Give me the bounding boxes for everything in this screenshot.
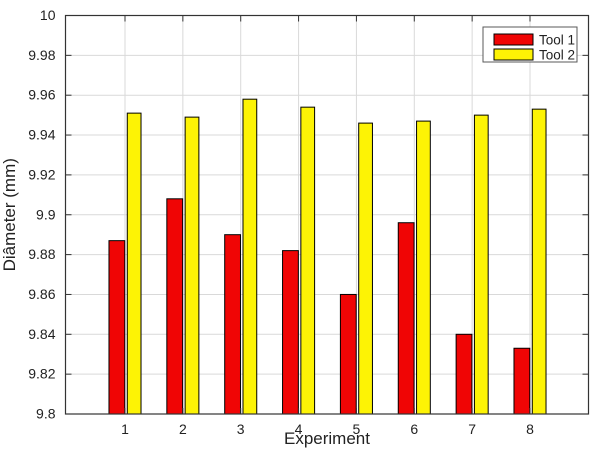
svg-text:3: 3 bbox=[237, 421, 245, 437]
svg-text:9.84: 9.84 bbox=[28, 326, 55, 342]
svg-text:1: 1 bbox=[121, 421, 129, 437]
svg-text:9.82: 9.82 bbox=[28, 366, 55, 382]
svg-text:9.98: 9.98 bbox=[28, 47, 55, 63]
svg-text:2: 2 bbox=[179, 421, 187, 437]
svg-text:Experiment: Experiment bbox=[284, 429, 370, 448]
svg-text:Tool 1: Tool 1 bbox=[539, 33, 575, 48]
svg-text:10: 10 bbox=[40, 7, 56, 23]
svg-text:9.94: 9.94 bbox=[28, 127, 55, 143]
svg-text:9.88: 9.88 bbox=[28, 246, 55, 262]
svg-text:9.9: 9.9 bbox=[36, 206, 56, 222]
svg-text:Diâmeter (mm): Diâmeter (mm) bbox=[0, 158, 19, 271]
svg-text:8: 8 bbox=[526, 421, 534, 437]
svg-text:9.8: 9.8 bbox=[36, 406, 56, 422]
svg-text:9.92: 9.92 bbox=[28, 166, 55, 182]
svg-text:9.86: 9.86 bbox=[28, 286, 55, 302]
svg-text:Tool 2: Tool 2 bbox=[539, 48, 575, 63]
svg-text:9.96: 9.96 bbox=[28, 87, 55, 103]
svg-text:7: 7 bbox=[468, 421, 476, 437]
svg-text:6: 6 bbox=[410, 421, 418, 437]
